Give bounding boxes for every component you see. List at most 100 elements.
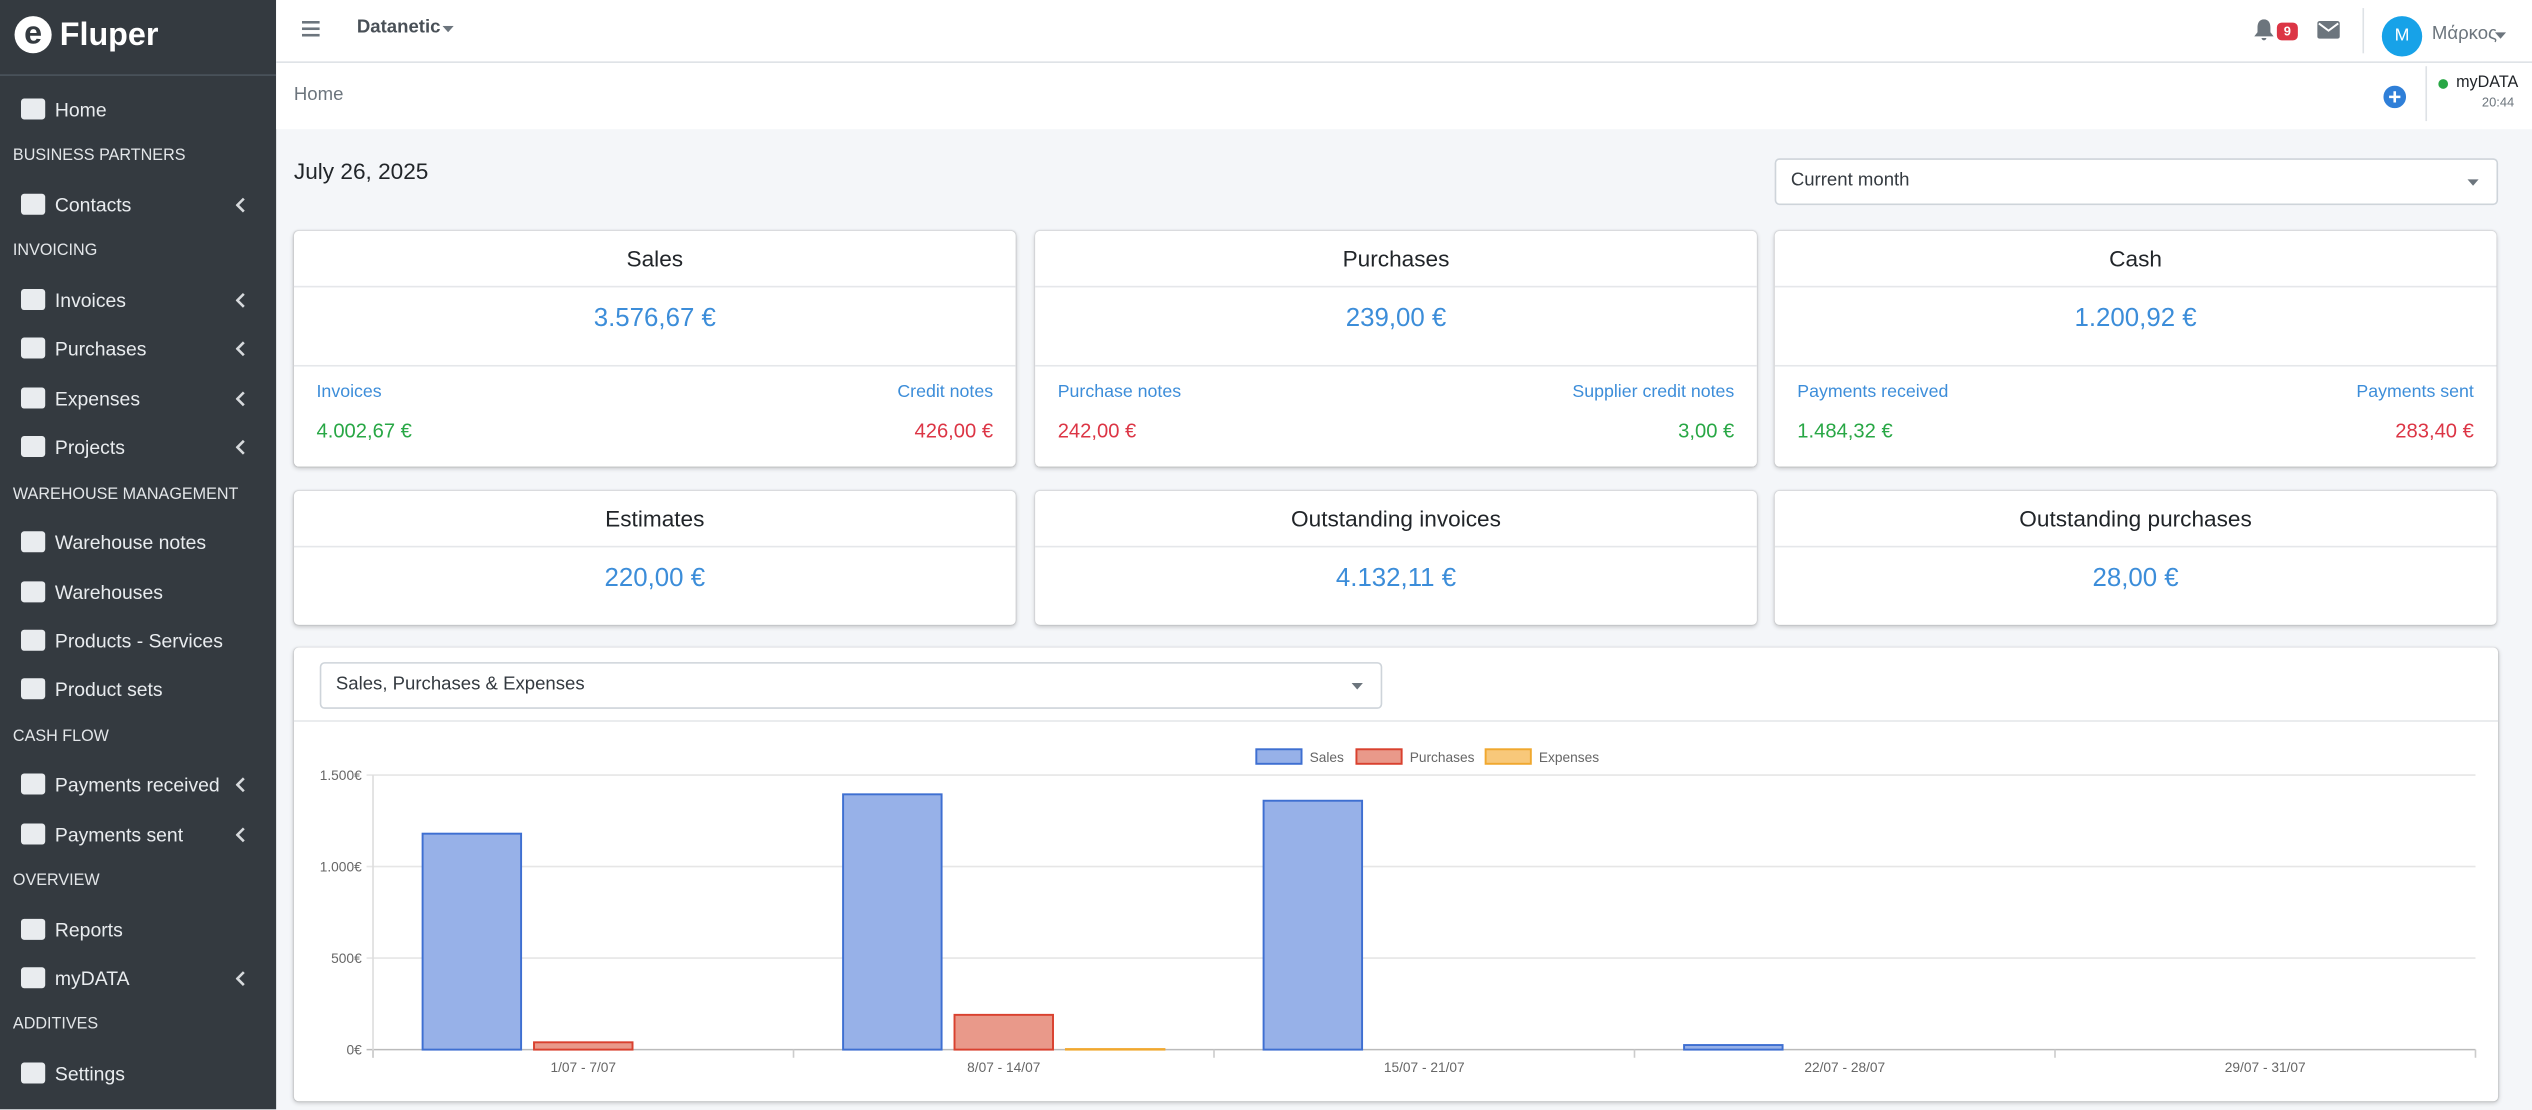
legend-label: Sales: [1310, 750, 1344, 765]
bar: [533, 1041, 634, 1051]
divider: [2362, 8, 2365, 54]
menu-item[interactable]: Reports: [0, 905, 276, 954]
user-menu[interactable]: Μάρκος: [2431, 24, 2498, 44]
brand[interactable]: e Fluper: [0, 0, 277, 76]
menu-label: Warehouses: [54, 580, 163, 604]
chart: 0€ 500€ 1.000€ 1.500€ 1/07 - 7/07 8/07 - 14/0…: [320, 748, 2477, 1075]
chevron: [235, 342, 245, 357]
divider: [293, 364, 1016, 367]
menu-item[interactable]: myDATA: [0, 954, 276, 1003]
summary-card: Outstanding purchases 28,00 €: [1774, 490, 2497, 625]
menu-item[interactable]: Contacts: [0, 181, 276, 230]
menu-section: CASH FLOW: [12, 727, 109, 746]
menu-icon: [20, 98, 46, 120]
y-tick-label: 1.000€: [320, 859, 362, 874]
menu-section: INVOICING: [12, 242, 98, 261]
menu-label: Purchases: [54, 338, 147, 361]
caret: [2494, 32, 2507, 39]
sub-label[interactable]: Supplier credit notes: [1572, 382, 1735, 403]
card-title: Outstanding invoices: [1291, 505, 1501, 532]
menu-item[interactable]: Product sets: [0, 666, 276, 715]
sub-value: 3,00 €: [1678, 419, 1735, 443]
status-dot: [2438, 79, 2449, 89]
logo: e: [14, 16, 52, 54]
menu-toggle[interactable]: [301, 20, 320, 37]
legend-label: Purchases: [1410, 750, 1475, 765]
sub-label[interactable]: Invoices: [316, 382, 382, 403]
sub-label[interactable]: Purchase notes: [1057, 382, 1182, 403]
menu-label: Payments sent: [54, 823, 184, 846]
caret: [442, 25, 454, 33]
menu-item[interactable]: Projects: [0, 423, 276, 472]
card-title: Estimates: [605, 505, 705, 532]
sub-label[interactable]: Credit notes: [897, 382, 994, 403]
divider: [1774, 364, 2497, 367]
summary-card: Outstanding invoices 4.132,11 €: [1035, 490, 1757, 625]
chevron: [235, 391, 245, 406]
chart-select[interactable]: Sales, Purchases & Expenses: [319, 662, 1383, 709]
sub-value: 426,00 €: [914, 419, 994, 443]
menu-icon: [20, 823, 46, 845]
chevron: [235, 197, 245, 213]
company-select[interactable]: Datanetic: [356, 17, 441, 38]
sub-value: 1.484,32 €: [1797, 419, 1893, 443]
divider: [1774, 545, 2497, 548]
bar: [1683, 1044, 1784, 1051]
divider: [293, 545, 1016, 548]
menu-icon: [20, 678, 46, 700]
menu-item[interactable]: Payments received: [0, 761, 276, 810]
topbar: Datanetic 9 M Μάρκος: [276, 0, 2532, 63]
mydata-status[interactable]: myDATA: [2456, 74, 2519, 93]
menu-item[interactable]: Products - Services: [0, 617, 276, 666]
menu-section: ADDITIVES: [12, 1016, 99, 1035]
summary-card: Sales 3.576,67 € Invoices Credit notes 4.002…: [293, 230, 1016, 467]
menu-item[interactable]: Invoices: [0, 276, 276, 325]
bar: [842, 793, 943, 1051]
breadcrumb[interactable]: Home: [293, 85, 344, 105]
card-value: 1.200,92 €: [2074, 305, 2197, 333]
menu-label: Products - Services: [54, 629, 223, 653]
divider: [1035, 364, 1757, 367]
chart-select-value: Sales, Purchases & Expenses: [335, 674, 585, 695]
menu-item[interactable]: Purchases: [0, 325, 276, 374]
chevron-path: [235, 197, 245, 213]
chart-card: Sales, Purchases & Expenses 0€ 500€ 1.000€…: [293, 647, 2499, 1102]
chevron: [235, 440, 245, 455]
menu-label: Invoices: [54, 288, 127, 312]
caret: [2467, 179, 2479, 186]
legend-swatch: [1255, 748, 1303, 765]
card-value: 28,00 €: [2092, 565, 2179, 593]
menu-item[interactable]: Settings: [0, 1050, 276, 1099]
y-tick-label: 0€: [346, 1042, 362, 1057]
menu-item[interactable]: Expenses: [0, 374, 276, 423]
menu-label: Settings: [54, 1062, 125, 1086]
avatar[interactable]: M: [2381, 16, 2423, 57]
sub-value: 242,00 €: [1057, 419, 1137, 443]
card-title: Sales: [626, 245, 684, 272]
menu-item[interactable]: Warehouse notes: [0, 519, 276, 568]
mail-icon[interactable]: [2317, 20, 2340, 39]
notification-badge: 9: [2276, 22, 2298, 41]
y-tick-label: 1.500€: [320, 768, 362, 783]
divider: [293, 285, 1016, 288]
bell-icon[interactable]: [2253, 18, 2276, 42]
sub-value: 283,40 €: [2395, 419, 2474, 443]
menu-icon: [20, 193, 46, 215]
card-value: 4.132,11 €: [1335, 565, 1457, 593]
period-select[interactable]: Current month: [1774, 158, 2499, 206]
divider: [293, 720, 2499, 722]
menu-section: OVERVIEW: [12, 872, 100, 890]
menu-icon: [20, 580, 46, 602]
x-tick-label: 15/07 - 21/07: [1384, 1060, 1465, 1075]
menu-item[interactable]: Payments sent: [0, 810, 276, 859]
chevron: [235, 292, 245, 308]
card-value: 220,00 €: [604, 565, 706, 593]
menu-item[interactable]: Home: [0, 86, 276, 135]
menu-item[interactable]: Warehouses: [0, 568, 276, 617]
y-tick-label: 500€: [331, 951, 362, 966]
sub-label[interactable]: Payments received: [1797, 382, 1949, 403]
add-button[interactable]: [2383, 85, 2407, 109]
chevron: [235, 777, 245, 793]
sub-label[interactable]: Payments sent: [2356, 382, 2474, 403]
